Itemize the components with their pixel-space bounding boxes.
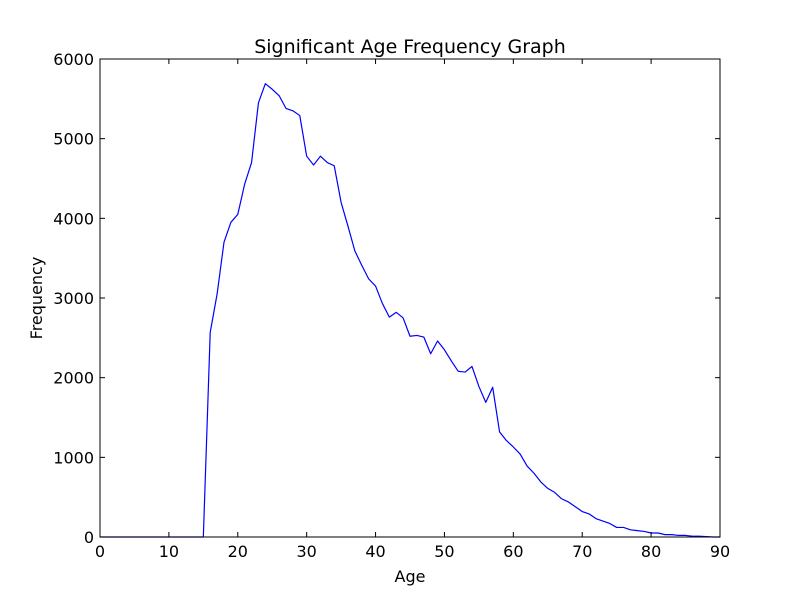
x-tick-label: 90	[710, 542, 730, 561]
x-tick-label: 10	[159, 542, 179, 561]
x-tick-label: 0	[95, 542, 105, 561]
x-tick-label: 20	[228, 542, 248, 561]
y-axis: 0 1000 2000 3000 4000 5000 6000	[53, 50, 720, 547]
y-tick-label: 3000	[53, 289, 94, 308]
x-tick-label: 50	[434, 542, 454, 561]
y-tick-label: 2000	[53, 369, 94, 388]
x-tick-label: 60	[503, 542, 523, 561]
chart-title: Significant Age Frequency Graph	[254, 36, 566, 58]
x-tick-label: 30	[296, 542, 316, 561]
x-axis: 0 10 20 30 40 50 60 70 80 90	[95, 59, 730, 561]
x-tick-label: 40	[365, 542, 385, 561]
y-tick-label: 4000	[53, 209, 94, 228]
y-tick-label: 6000	[53, 50, 94, 69]
y-tick-label: 0	[84, 528, 94, 547]
x-axis-label: Age	[395, 567, 426, 586]
x-tick-label: 80	[641, 542, 661, 561]
y-tick-label: 1000	[53, 448, 94, 467]
y-axis-label: Frequency	[27, 257, 46, 340]
y-tick-label: 5000	[53, 130, 94, 149]
x-tick-label: 70	[572, 542, 592, 561]
